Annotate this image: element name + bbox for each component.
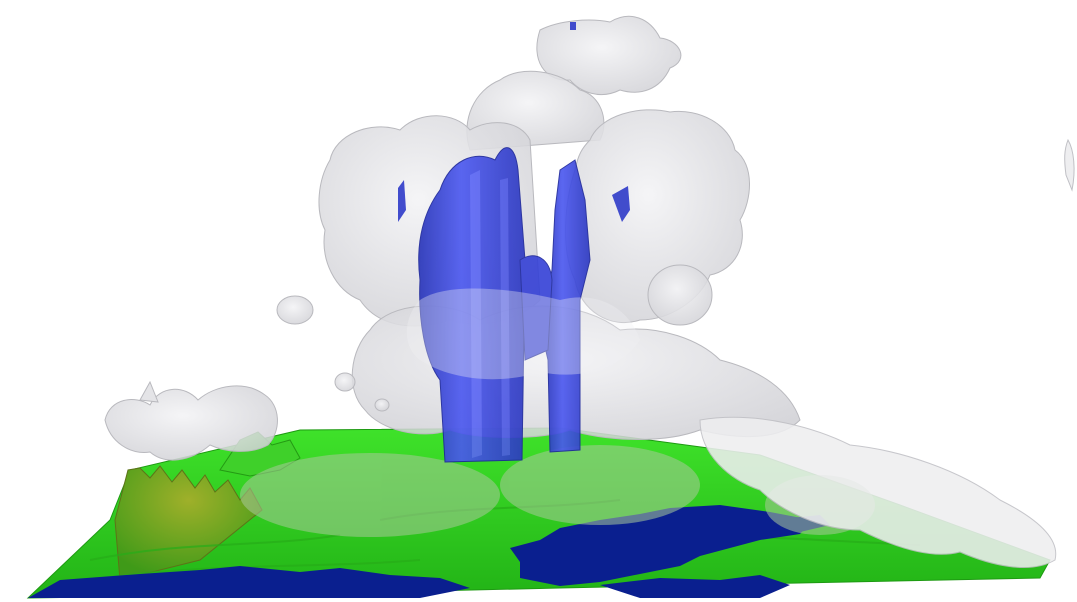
water-region-left — [28, 566, 470, 598]
cloud-puff-small — [334, 372, 356, 392]
cloud-puff-small — [276, 295, 314, 325]
cloud-left-spike — [139, 380, 159, 403]
cloud-anvil — [536, 15, 682, 95]
cloud-front-veil-shape — [406, 288, 640, 380]
cloud-puff-right — [647, 264, 713, 326]
precip-fragment-top — [570, 22, 576, 30]
precipitation-core — [398, 22, 630, 463]
water-region-bottom — [600, 575, 790, 598]
precip-fragment-right — [612, 186, 630, 222]
precip-column-main — [418, 147, 526, 463]
precip-highlight — [470, 170, 482, 458]
cloud-front-veil — [406, 288, 640, 380]
cloud-puff-small — [374, 398, 390, 412]
precip-highlight — [500, 178, 510, 456]
low-cloud-blob — [240, 453, 500, 537]
water-region-right — [510, 505, 812, 586]
low-cloud-blob — [500, 445, 700, 525]
cloud-trailing-right — [699, 416, 1057, 569]
cloud-left-cluster — [104, 385, 278, 461]
terrain-ridge — [114, 465, 263, 581]
precip-column-mid — [519, 255, 553, 361]
cloud-edge-fragment — [1064, 138, 1075, 192]
precip-fragment-left — [398, 180, 406, 222]
